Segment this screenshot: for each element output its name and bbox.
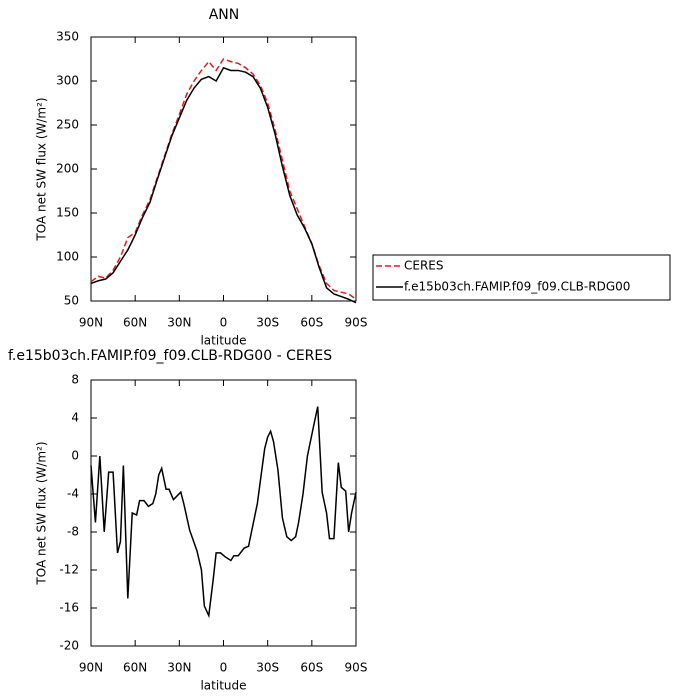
y-tick-label: 50 xyxy=(64,294,79,308)
y-axis-label: TOA net SW flux (W/m²) xyxy=(35,441,49,585)
y-tick-label: 250 xyxy=(56,118,79,132)
y-tick-label: -20 xyxy=(59,639,79,653)
x-tick-label: 30N xyxy=(167,661,191,675)
x-tick-label: 90S xyxy=(345,661,368,675)
chart-title: f.e15b03ch.FAMIP.f09_f09.CLB-RDG00 - CER… xyxy=(8,348,332,364)
y-tick-label: 350 xyxy=(56,30,79,44)
x-tick-label: 30N xyxy=(167,316,191,330)
plot-frame xyxy=(90,36,357,302)
data-line xyxy=(90,406,357,619)
x-tick-label: 90N xyxy=(79,316,103,330)
x-tick-label: 60N xyxy=(123,661,147,675)
x-tick-label: 90N xyxy=(79,661,103,675)
data-line xyxy=(90,58,357,300)
data-line xyxy=(90,66,357,304)
y-tick-label: 0 xyxy=(71,449,79,463)
x-tick-label: 30S xyxy=(256,661,279,675)
y-tick-label: 4 xyxy=(71,411,79,425)
x-tick-label: 0 xyxy=(220,661,228,675)
legend-label: f.e15b03ch.FAMIP.f09_f09.CLB-RDG00 xyxy=(404,280,630,294)
x-tick-label: 60N xyxy=(123,316,147,330)
y-tick-label: -8 xyxy=(67,525,79,539)
legend-label: CERES xyxy=(404,259,444,273)
x-axis-label: latitude xyxy=(200,334,246,348)
chart-title: ANN xyxy=(209,7,240,23)
y-tick-label: 200 xyxy=(56,162,79,176)
y-tick-label: -12 xyxy=(59,563,79,577)
y-tick-label: 150 xyxy=(56,206,79,220)
x-axis-label: latitude xyxy=(200,679,246,693)
y-axis-label: TOA net SW flux (W/m²) xyxy=(35,97,49,241)
x-tick-label: 90S xyxy=(345,316,368,330)
x-tick-label: 0 xyxy=(220,316,228,330)
y-tick-label: 8 xyxy=(71,373,79,387)
legend-box xyxy=(372,254,671,301)
y-tick-label: 100 xyxy=(56,250,79,264)
y-tick-label: 300 xyxy=(56,74,79,88)
x-tick-label: 60S xyxy=(300,316,323,330)
x-tick-label: 60S xyxy=(300,661,323,675)
x-tick-label: 30S xyxy=(256,316,279,330)
plot-frame xyxy=(90,379,357,647)
y-tick-label: -16 xyxy=(59,601,79,615)
y-tick-label: -4 xyxy=(67,487,79,501)
